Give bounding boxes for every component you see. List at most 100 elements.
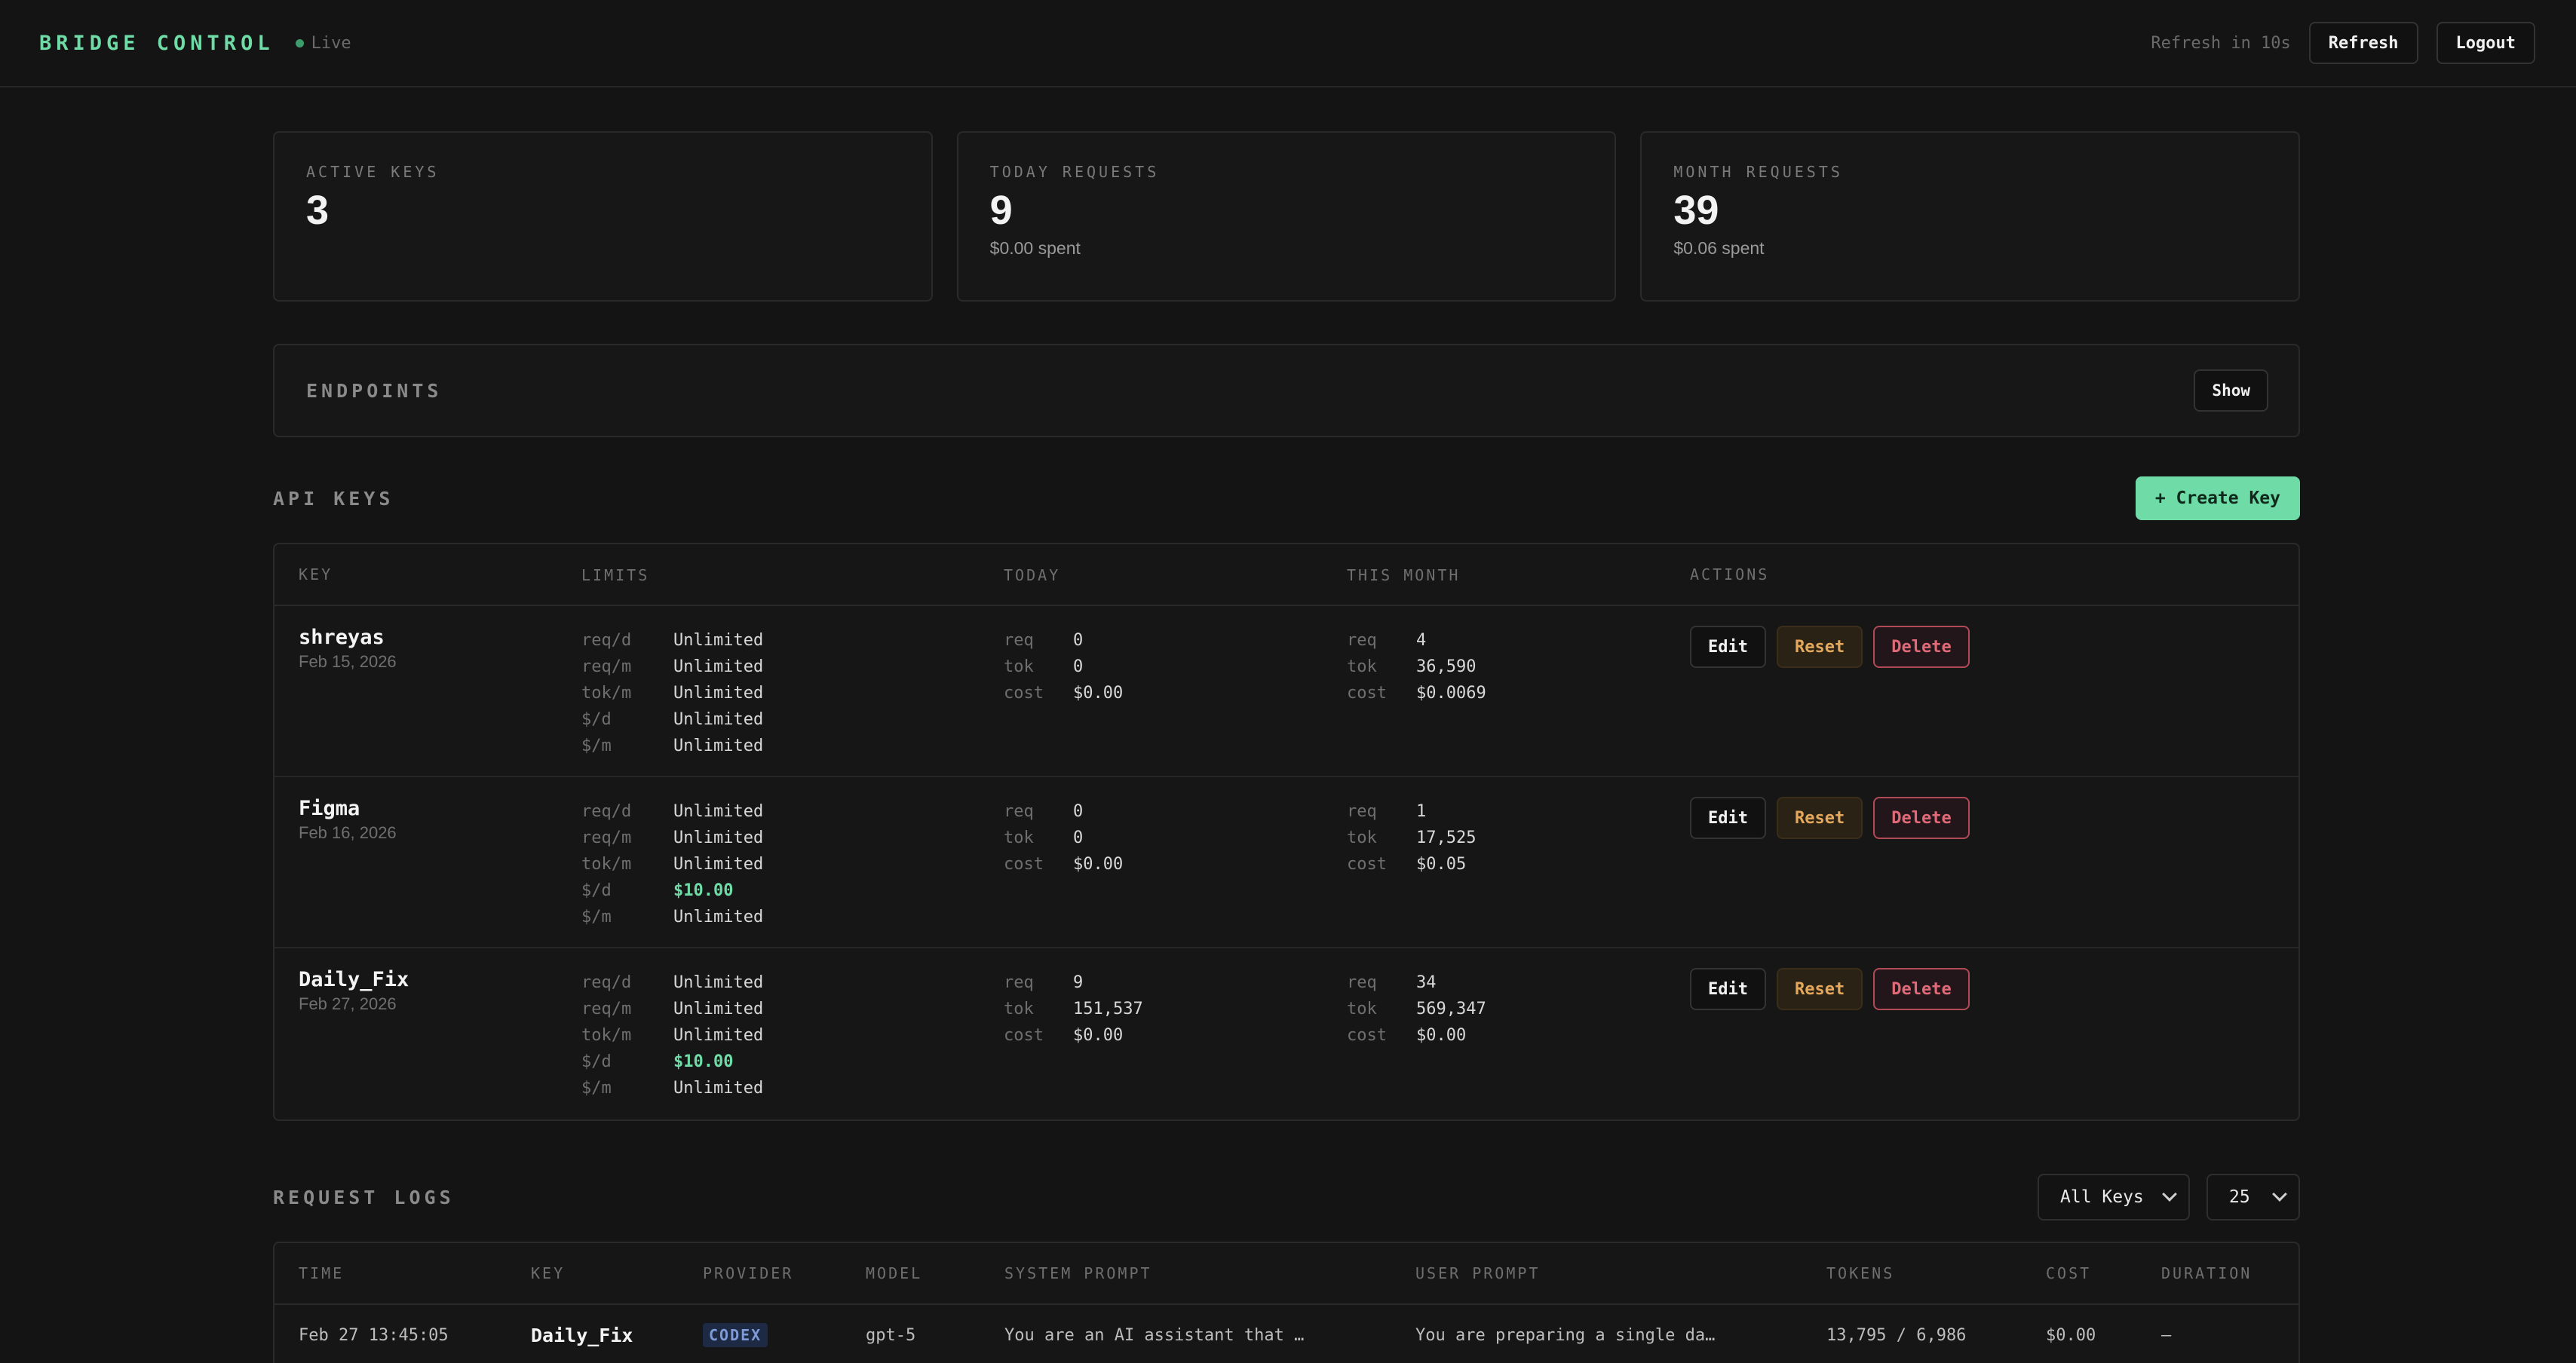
- today-cell: req 0 tok 0 cost $0.00: [1004, 626, 1347, 776]
- usage-row: cost $0.0069: [1347, 680, 1690, 706]
- limit-value: $10.00: [673, 1052, 734, 1071]
- table-header: TIME KEY PROVIDER MODEL SYSTEM PROMPT US…: [274, 1243, 2298, 1305]
- log-tokens: 13,795 / 6,986: [1826, 1325, 1967, 1345]
- page-size-value: 25: [2229, 1187, 2250, 1207]
- limit-value: Unlimited: [673, 631, 764, 650]
- usage-label: cost: [1347, 855, 1387, 874]
- key-cell: shreyas Feb 15, 2026: [299, 626, 581, 776]
- usage-value: $0.00: [1416, 1026, 1467, 1045]
- usage-value: 0: [1073, 657, 1084, 676]
- log-duration: —: [2161, 1325, 2172, 1345]
- log-filters: All Keys 25: [2038, 1174, 2300, 1221]
- table-row[interactable]: Feb 27 13:45:05 Daily_Fix CODEX gpt-5 Yo…: [274, 1305, 2298, 1363]
- limit-row: $/d $10.00: [581, 878, 1004, 904]
- log-time: Feb 27 13:45:05: [299, 1325, 449, 1345]
- usage-label: req: [1347, 802, 1377, 821]
- usage-value: 9: [1073, 973, 1084, 992]
- usage-row: tok 0: [1004, 825, 1347, 851]
- usage-value: 151,537: [1073, 1000, 1143, 1018]
- limits-cell: req/d Unlimited req/m Unlimited tok/m Unlim…: [581, 968, 1004, 1119]
- edit-key-button[interactable]: Edit: [1690, 797, 1766, 839]
- usage-value: $0.05: [1416, 855, 1467, 874]
- key-filter-select[interactable]: All Keys: [2038, 1174, 2190, 1221]
- actions-cell: Edit Reset Delete: [1690, 968, 2298, 1119]
- key-name: shreyas: [299, 626, 385, 649]
- endpoints-title: ENDPOINTS: [306, 379, 443, 402]
- provider-badge: CODEX: [703, 1322, 768, 1347]
- column-header-this-month: THIS MONTH: [1347, 566, 1461, 584]
- usage-label: req: [1347, 631, 1377, 650]
- limit-label: req/d: [581, 973, 632, 992]
- limit-row: $/d Unlimited: [581, 706, 1004, 733]
- limit-row: req/d Unlimited: [581, 969, 1004, 996]
- column-header-provider: PROVIDER: [703, 1264, 794, 1282]
- limit-label: tok/m: [581, 855, 632, 874]
- limit-label: req/m: [581, 657, 632, 676]
- live-dot-icon: [295, 38, 304, 47]
- today-cell: req 9 tok 151,537 cost $0.00: [1004, 968, 1347, 1119]
- usage-row: tok 569,347: [1347, 996, 1690, 1022]
- usage-value: 17,525: [1416, 829, 1477, 847]
- usage-value: 0: [1073, 631, 1084, 650]
- limit-label: req/d: [581, 802, 632, 821]
- reset-key-button[interactable]: Reset: [1776, 797, 1863, 839]
- delete-key-button[interactable]: Delete: [1873, 626, 1970, 668]
- delete-key-button[interactable]: Delete: [1873, 797, 1970, 839]
- edit-key-button[interactable]: Edit: [1690, 626, 1766, 668]
- usage-row: cost $0.00: [1004, 1022, 1347, 1049]
- usage-row: cost $0.00: [1004, 851, 1347, 878]
- limit-value: Unlimited: [673, 657, 764, 676]
- actions-cell: Edit Reset Delete: [1690, 626, 2298, 776]
- usage-row: tok 151,537: [1004, 996, 1347, 1022]
- limit-row: tok/m Unlimited: [581, 1022, 1004, 1049]
- reset-key-button[interactable]: Reset: [1776, 626, 1863, 668]
- api-keys-table: KEY LIMITS TODAY THIS MONTH ACTIONS shre…: [273, 543, 2300, 1121]
- api-keys-title: API KEYS: [273, 487, 394, 510]
- app-title: BRIDGE CONTROL: [39, 31, 274, 55]
- limits-cell: req/d Unlimited req/m Unlimited tok/m Unlim…: [581, 626, 1004, 776]
- limit-row: req/d Unlimited: [581, 627, 1004, 654]
- delete-key-button[interactable]: Delete: [1873, 968, 1970, 1010]
- usage-label: tok: [1347, 657, 1377, 676]
- limit-label: $/d: [581, 710, 612, 729]
- limits-cell: req/d Unlimited req/m Unlimited tok/m Unlim…: [581, 797, 1004, 947]
- column-header-system-prompt: SYSTEM PROMPT: [1004, 1264, 1152, 1282]
- logout-button[interactable]: Logout: [2436, 22, 2535, 64]
- stat-card-today-requests: TODAY REQUESTS 9 $0.00 spent: [956, 131, 1617, 302]
- stat-label: MONTH REQUESTS: [1673, 163, 1843, 181]
- usage-row: cost $0.05: [1347, 851, 1690, 878]
- endpoints-panel: ENDPOINTS Show: [273, 344, 2300, 437]
- limit-label: $/m: [581, 1079, 612, 1098]
- chevron-down-icon: [2272, 1187, 2287, 1202]
- usage-row: cost $0.00: [1347, 1022, 1690, 1049]
- usage-label: tok: [1004, 829, 1034, 847]
- column-header-actions: ACTIONS: [1690, 565, 1770, 583]
- refresh-button[interactable]: Refresh: [2308, 22, 2418, 64]
- usage-label: tok: [1347, 829, 1377, 847]
- column-header-duration: DURATION: [2161, 1264, 2252, 1282]
- limit-row: req/m Unlimited: [581, 654, 1004, 680]
- limit-value: Unlimited: [673, 737, 764, 755]
- log-model: gpt-5: [866, 1325, 916, 1345]
- log-user-prompt: You are preparing a single da…: [1415, 1325, 1716, 1345]
- edit-key-button[interactable]: Edit: [1690, 968, 1766, 1010]
- usage-row: req 34: [1347, 969, 1690, 996]
- log-provider: CODEX: [703, 1322, 866, 1347]
- usage-value: 1: [1416, 802, 1427, 821]
- limit-value: Unlimited: [673, 1000, 764, 1018]
- limit-value: Unlimited: [673, 855, 764, 874]
- usage-value: 34: [1416, 973, 1437, 992]
- limit-value: Unlimited: [673, 684, 764, 703]
- stat-subtext: $0.06 spent: [1673, 238, 1765, 258]
- limit-label: $/d: [581, 881, 612, 900]
- create-key-button[interactable]: + Create Key: [2135, 476, 2300, 520]
- stat-label: TODAY REQUESTS: [989, 163, 1160, 181]
- usage-label: cost: [1347, 684, 1387, 703]
- show-endpoints-button[interactable]: Show: [2194, 369, 2268, 412]
- log-key: Daily_Fix: [531, 1324, 633, 1346]
- limit-row: req/d Unlimited: [581, 798, 1004, 825]
- limit-row: $/d $10.00: [581, 1049, 1004, 1075]
- stat-label: ACTIVE KEYS: [306, 163, 440, 181]
- page-size-select[interactable]: 25: [2206, 1174, 2300, 1221]
- reset-key-button[interactable]: Reset: [1776, 968, 1863, 1010]
